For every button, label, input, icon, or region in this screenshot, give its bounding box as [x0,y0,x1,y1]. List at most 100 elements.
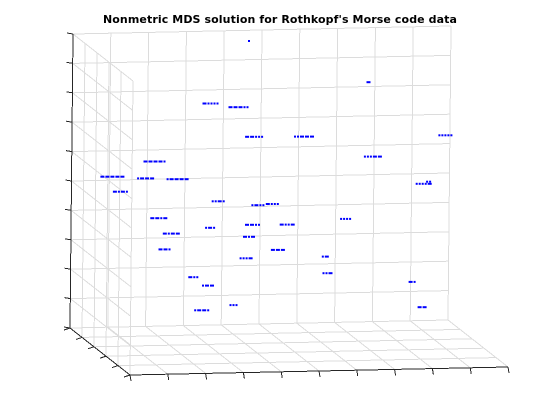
data-point [366,81,371,84]
morse-dot-mark [235,304,238,307]
morse-dot-mark [211,200,214,203]
data-point [194,309,210,312]
morse-dot-mark [413,280,416,283]
data-markers [100,40,453,312]
morse-dot-mark [444,134,447,137]
x-axis-tick [318,370,321,378]
morse-dash-mark [208,226,213,229]
data-point [229,304,238,307]
grid-line-left-vertical [129,80,134,376]
y-axis-tick [123,374,131,378]
morse-dot-mark [137,177,140,180]
morse-dot-mark [167,232,170,235]
x-axis-tick [507,366,510,374]
y-axis-tick [111,365,119,369]
morse-dash-mark [228,106,233,109]
morse-dash-mark [179,178,184,181]
grid-line-floor-depth [372,321,433,369]
morse-dot-mark [163,160,166,163]
morse-dot-mark [429,180,432,183]
morse-dash-mark [197,309,202,312]
morse-dash-mark [184,178,189,181]
morse-dash-mark [158,160,163,163]
morse-dash-mark [210,284,214,287]
morse-dot-mark [194,309,197,312]
y-axis-line [69,327,131,376]
morse-dot-mark [193,276,196,279]
morse-dot-mark [366,155,369,158]
x-axis-tick [356,370,359,377]
morse-dot-mark [243,106,246,109]
morse-dash-mark [110,175,115,178]
x-axis-tick [431,368,434,375]
y-axis-tick [99,355,107,359]
grid-line-back-horizontal [72,113,451,123]
morse-dash-mark [202,102,207,105]
tick-marks [63,32,510,382]
morse-dot-mark [270,203,273,205]
morse-dot-mark [418,182,421,185]
z-axis-tick [65,150,72,153]
data-point [202,102,219,105]
morse-dot-mark [255,135,258,138]
grid-line-floor-depth [107,326,169,375]
morse-dot-mark [168,248,171,251]
morse-dash-mark [148,160,153,163]
morse-dash-mark [280,248,285,251]
grid-line-left-horizontal [70,268,131,317]
morse-dash-mark [163,248,168,251]
data-point [188,276,199,279]
data-point [205,226,216,229]
grid-line-back-horizontal [72,54,451,64]
morse-dash-mark [427,182,432,185]
x-axis-tick [469,367,472,374]
x-axis-tick [205,373,208,380]
grid-line-back-horizontal [70,290,449,300]
grid-line-left-horizontal [70,210,132,258]
morse-dot-mark [259,204,262,207]
morse-dash-mark [366,81,371,84]
morse-dash-mark [250,135,255,138]
data-point [239,257,253,260]
morse-dot-mark [261,135,264,138]
data-point [294,135,314,138]
grid-line-floor-width [93,338,473,348]
morse-dash-mark [150,177,155,180]
morse-dot-mark [276,203,279,205]
z-axis-tick [65,179,72,182]
z-axis-tick [63,326,71,329]
grid-line-left-horizontal [70,239,132,288]
morse-dash-mark [175,232,180,235]
morse-dash-mark [162,232,167,235]
morse-dash-mark [300,135,304,138]
morse-dot-mark [340,217,343,220]
morse-dot-mark [441,134,444,137]
morse-dash-mark [238,106,243,109]
morse-dash-mark [290,223,295,226]
y-axis-tick [87,346,95,350]
morse-dash-mark [170,232,175,235]
data-point [340,217,352,220]
data-point [243,235,255,238]
grid-line-left-horizontal [71,180,132,229]
grid-line-left-vertical [93,52,98,347]
morse-dot-mark [255,223,257,226]
morse-dash-mark [140,177,145,180]
data-point [426,180,432,183]
morse-dot-mark [343,217,346,220]
morse-dot-mark [207,309,210,312]
morse-dot-mark [415,182,418,185]
morse-dash-mark [275,248,280,251]
data-point [211,200,225,203]
data-point [143,160,166,163]
x-axis-tick [129,374,132,382]
morse-dot-mark [349,217,352,220]
morse-dash-mark [245,135,250,138]
data-point [322,272,333,275]
grid-line-left-horizontal [69,298,131,346]
morse-dash-mark [112,190,117,193]
grid-line-left-vertical [105,62,110,357]
morse-dot-mark [213,102,216,105]
